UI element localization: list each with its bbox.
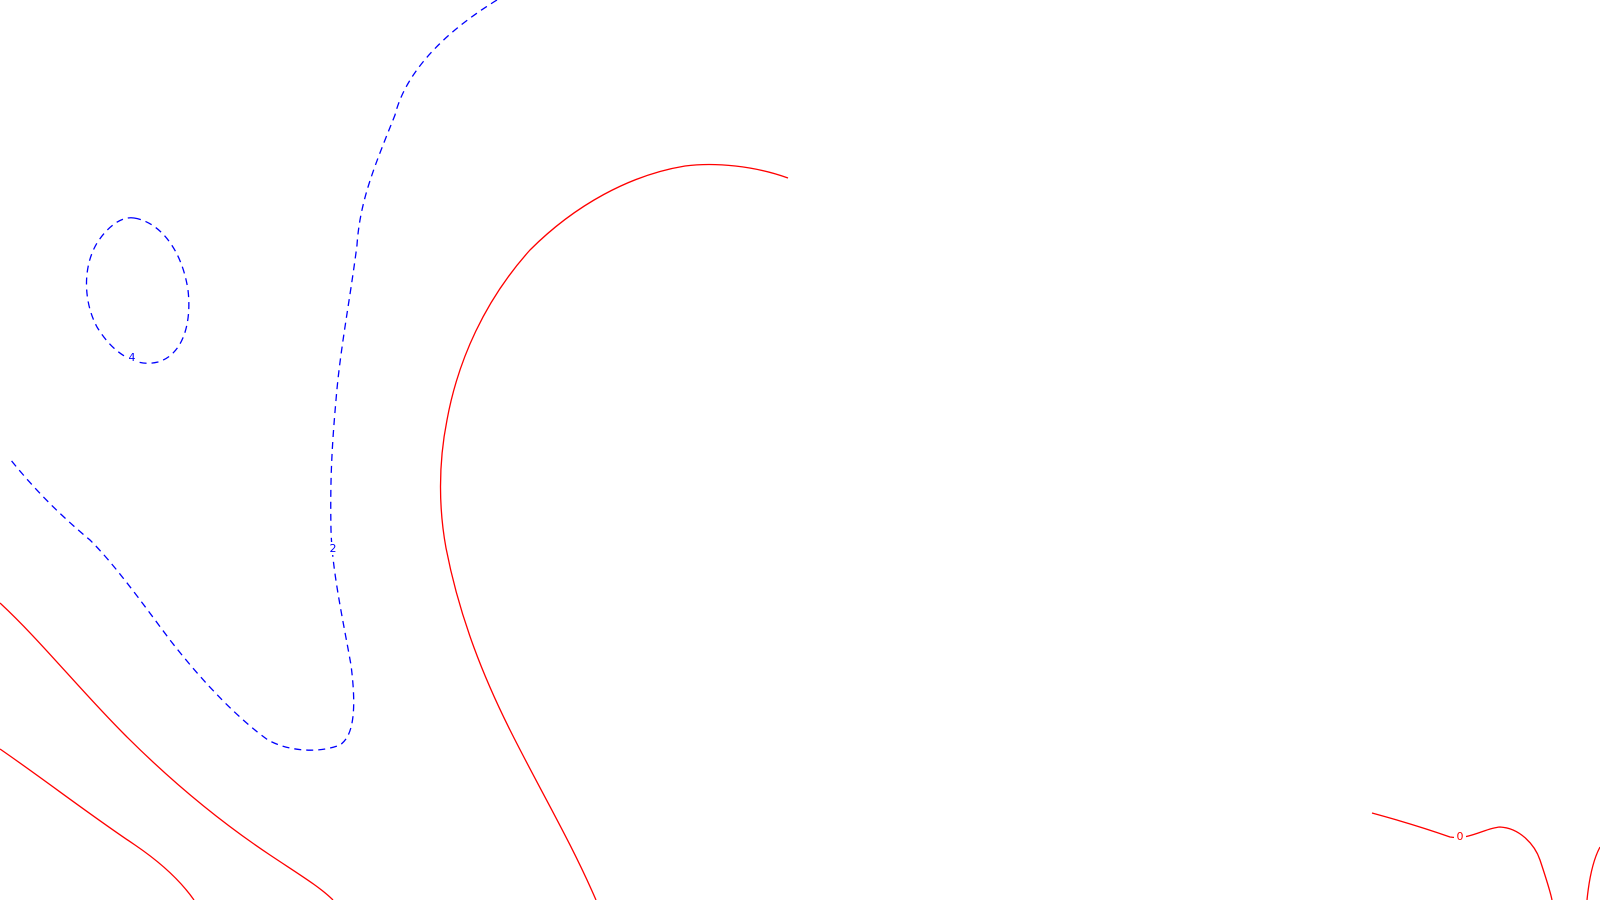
contour-line-0-left-lower: [0, 748, 195, 900]
contour-line-2: [9, 0, 498, 751]
contour-line-4: [85, 217, 190, 364]
contour-label-0: 0: [1457, 830, 1464, 843]
contour-line-0-edge: [1586, 846, 1600, 900]
contour-label-2: 2: [330, 542, 337, 555]
contour-line-0-right: [1371, 812, 1553, 900]
contour-label-4: 4: [129, 351, 136, 364]
contour-line-0-center: [439, 163, 789, 900]
contour-line-0-left-upper: [0, 602, 334, 900]
contour-label-4-group: 4: [126, 351, 138, 364]
contour-label-0-group: 0: [1454, 830, 1466, 843]
contour-label-2-group: 2: [327, 542, 339, 555]
